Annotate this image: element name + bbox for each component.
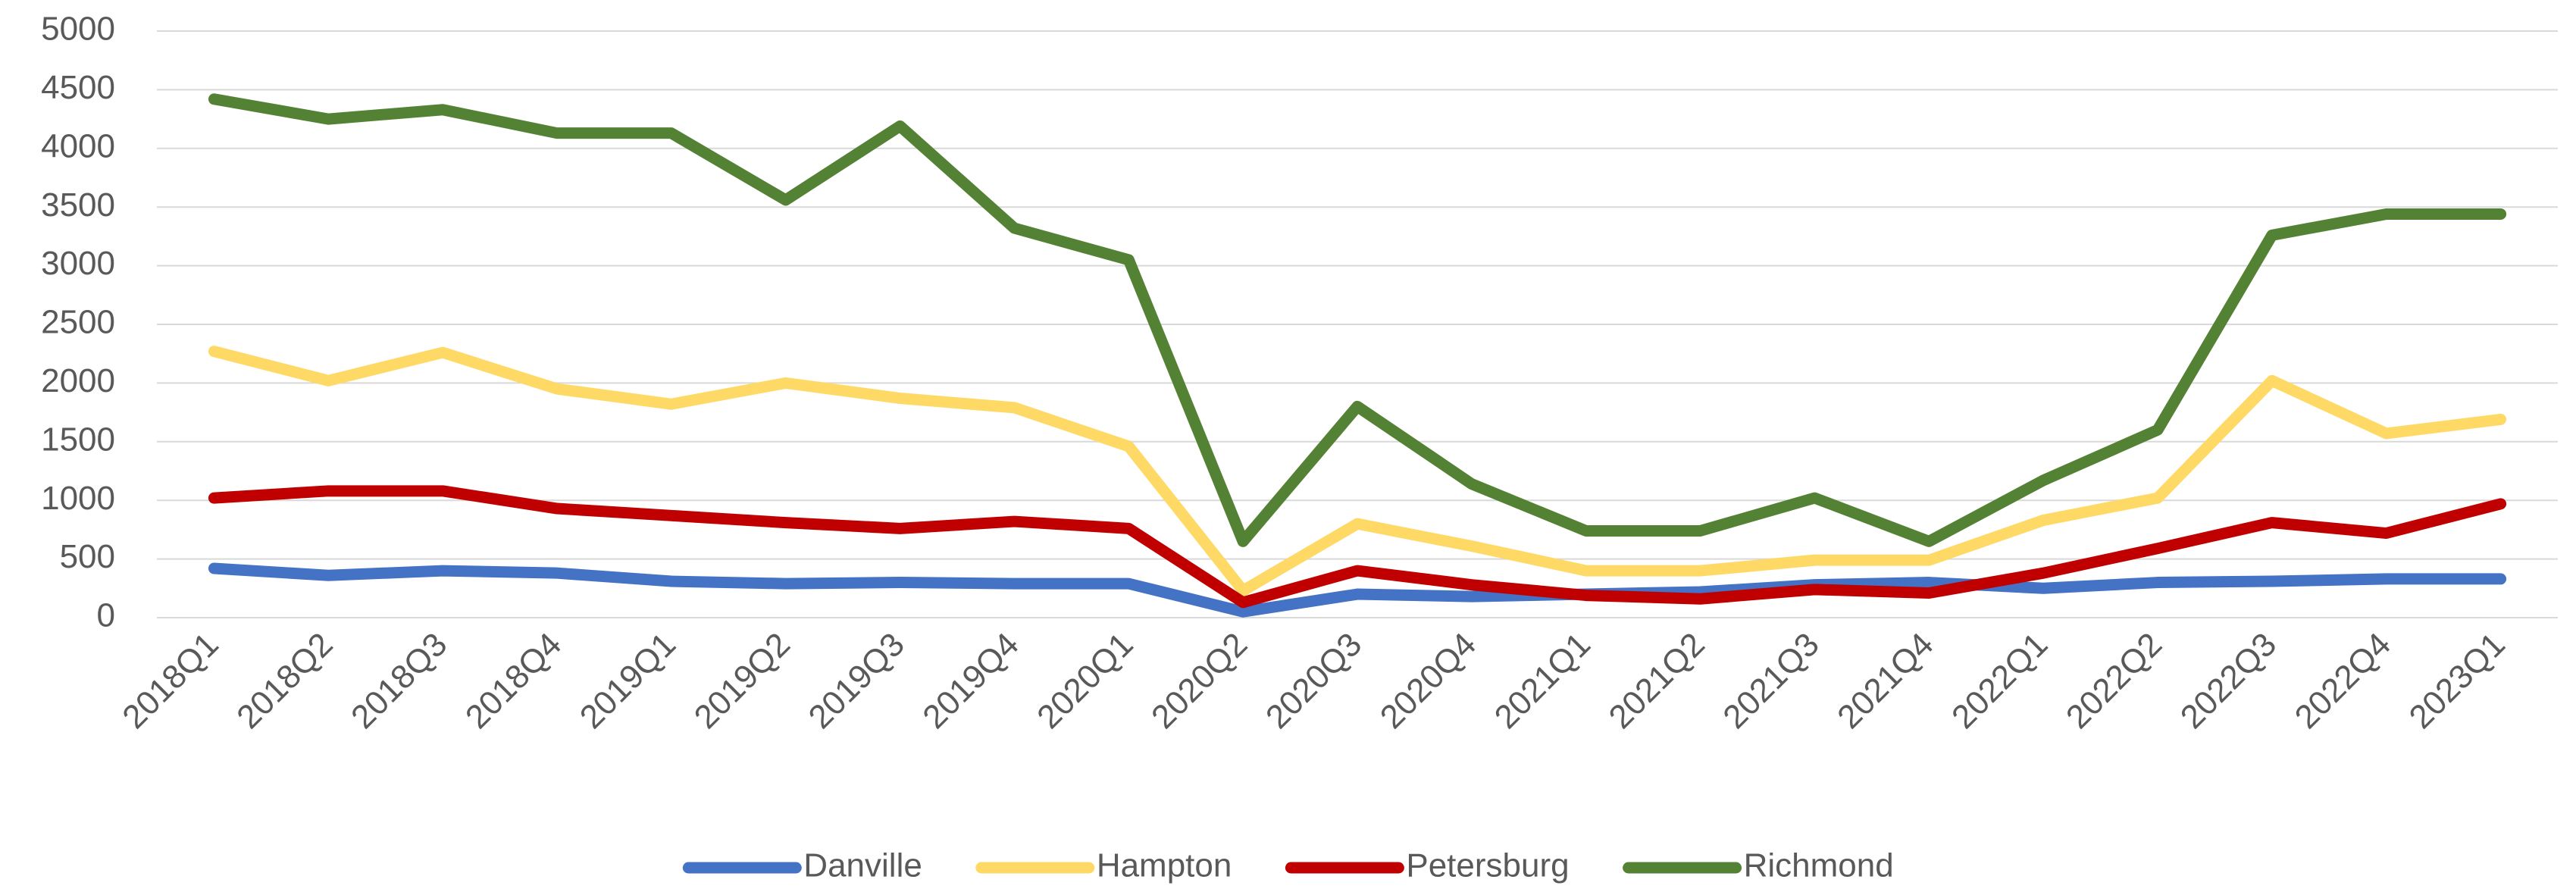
x-tick-label: 2019Q4 [916, 626, 1025, 736]
y-tick-label: 5000 [41, 11, 115, 48]
y-tick-label: 2500 [41, 304, 115, 341]
series-line [208, 93, 2507, 547]
x-tick-label: 2021Q4 [1830, 626, 1940, 736]
x-tick-label: 2018Q1 [115, 626, 225, 736]
x-tick-label: 2020Q1 [1030, 626, 1140, 736]
x-tick-label: 2018Q4 [459, 626, 568, 736]
y-tick-label: 3500 [41, 186, 115, 224]
x-tick-label: 2018Q3 [344, 626, 454, 736]
legend-label: Richmond [1744, 847, 1894, 884]
legend-label: Danville [803, 847, 922, 884]
series-line [208, 346, 2507, 596]
y-tick-label: 4500 [41, 69, 115, 106]
y-tick-label: 0 [97, 597, 115, 634]
x-tick-label: 2022Q1 [1945, 626, 2055, 736]
y-tick-label: 2000 [41, 362, 115, 399]
x-tick-label: 2020Q3 [1259, 626, 1369, 736]
y-tick-label: 4000 [41, 127, 115, 164]
x-tick-label: 2020Q2 [1144, 626, 1254, 736]
y-tick-label: 1000 [41, 480, 115, 517]
y-tick-label: 1500 [41, 421, 115, 458]
x-tick-label: 2023Q1 [2402, 626, 2512, 736]
x-tick-label: 2021Q2 [1601, 626, 1711, 736]
y-tick-label: 3000 [41, 245, 115, 282]
series-line [208, 485, 2507, 609]
x-tick-label: 2022Q4 [2288, 626, 2398, 736]
y-tick-label: 500 [60, 538, 115, 575]
legend-label: Hampton [1097, 847, 1232, 884]
x-tick-label: 2021Q1 [1488, 626, 1598, 736]
x-tick-label: 2022Q3 [2174, 626, 2283, 736]
x-tick-label: 2020Q4 [1373, 626, 1483, 736]
x-tick-label: 2018Q2 [230, 626, 340, 736]
series-line [208, 562, 2507, 618]
x-tick-label: 2022Q2 [2059, 626, 2169, 736]
legend-label: Petersburg [1406, 847, 1569, 884]
x-tick-label: 2019Q2 [687, 626, 797, 736]
x-tick-label: 2019Q3 [801, 626, 911, 736]
x-tick-label: 2021Q3 [1716, 626, 1826, 736]
x-tick-label: 2019Q1 [573, 626, 683, 736]
